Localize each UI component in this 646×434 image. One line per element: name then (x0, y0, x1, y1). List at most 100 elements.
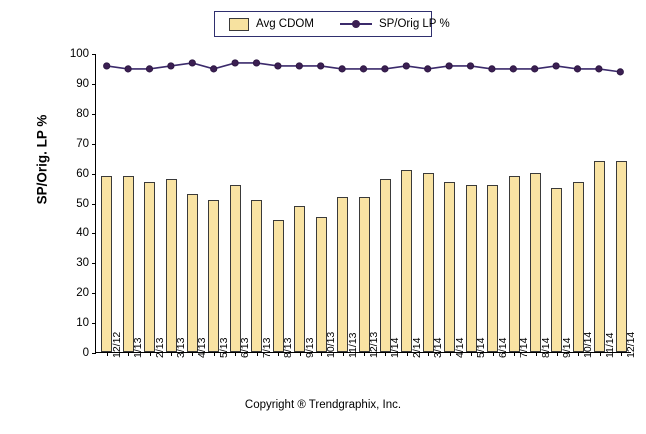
y-tick-mark (92, 173, 96, 175)
x-tick-label: 10/14 (582, 331, 595, 358)
line-marker (231, 59, 239, 67)
x-tick-label: 10/13 (325, 331, 338, 358)
line-marker (295, 62, 303, 70)
x-tick-label: 7/14 (518, 337, 531, 358)
y-tick-mark (92, 293, 96, 295)
line-marker (338, 65, 346, 73)
line-marker (145, 65, 154, 73)
x-tick-mark (128, 352, 130, 356)
x-tick-mark (428, 352, 430, 356)
copyright-text: Copyright ® Trendgraphix, Inc. (244, 399, 402, 411)
x-tick-mark (599, 352, 601, 356)
x-tick-mark (278, 352, 280, 356)
x-tick-mark (213, 352, 215, 356)
x-tick-label: 11/13 (346, 332, 359, 359)
y-tick-label: 10 (76, 317, 89, 330)
bar (401, 169, 413, 352)
x-tick-label: 9/13 (303, 337, 316, 358)
y-tick-label: 20 (76, 287, 89, 300)
x-tick-mark (385, 352, 387, 356)
x-tick-label: 1/14 (389, 337, 402, 358)
x-tick-mark (556, 352, 558, 356)
line-marker (573, 65, 582, 73)
x-tick-label: 12/14 (625, 331, 638, 358)
x-tick-mark (471, 352, 473, 356)
x-tick-mark (321, 352, 323, 356)
line-marker (381, 65, 389, 73)
x-tick-mark (535, 352, 537, 356)
x-tick-mark (149, 352, 151, 356)
bar (530, 172, 542, 352)
line-marker (167, 62, 175, 70)
bar (379, 178, 391, 352)
bar (251, 199, 263, 352)
x-tick-label: 1/13 (132, 337, 145, 358)
line-marker (124, 65, 132, 73)
bar (444, 181, 456, 352)
x-tick-mark (342, 352, 344, 356)
x-tick-label: 2/14 (410, 337, 423, 358)
x-tick-mark (192, 352, 194, 356)
x-tick-mark (235, 352, 237, 356)
bar (465, 184, 477, 352)
x-tick-mark (364, 352, 365, 356)
x-tick-label: 6/14 (496, 337, 509, 358)
x-tick-mark (406, 352, 408, 356)
line-marker (359, 65, 368, 73)
line-marker (424, 65, 432, 73)
y-tick-label: 90 (76, 77, 89, 90)
x-tick-label: 8/13 (282, 337, 295, 358)
y-tick-mark (92, 143, 96, 145)
legend-item-avg-cdom: Avg CDOM (229, 12, 314, 36)
y-axis-title: SP/Orig. LP % (34, 114, 50, 205)
legend-item-sp-orig-lp: SP/Orig LP % (339, 12, 450, 36)
y-tick-label: 50 (76, 197, 89, 210)
y-tick-label: 30 (76, 257, 89, 270)
x-tick-mark (492, 352, 494, 356)
x-tick-label: 4/13 (196, 337, 209, 358)
y-tick-mark (92, 83, 96, 85)
x-tick-mark (578, 352, 580, 356)
line-marker (317, 62, 325, 70)
bar (358, 196, 370, 352)
line-marker (402, 62, 410, 70)
x-tick-mark (171, 352, 173, 356)
y-tick-label: 80 (76, 107, 89, 120)
y-tick-mark (92, 54, 96, 55)
legend-line-swatch-icon (339, 18, 372, 30)
x-tick-label: 11/14 (603, 332, 616, 359)
x-tick-mark (514, 352, 516, 356)
y-tick-mark (92, 203, 96, 205)
bar (422, 172, 434, 352)
bar (315, 217, 327, 352)
bar (165, 178, 177, 352)
bar (186, 193, 198, 352)
line-marker (445, 62, 453, 70)
x-tick-label: 6/13 (239, 337, 252, 358)
bar (572, 181, 584, 352)
x-tick-label: 8/14 (539, 337, 552, 358)
y-tick-mark (92, 323, 96, 325)
line-marker (552, 62, 560, 70)
legend-bar-swatch-icon (229, 17, 249, 31)
bar-series-layer (96, 54, 631, 352)
line-marker (531, 65, 539, 73)
y-tick-label: 70 (76, 137, 89, 150)
y-tick-label: 100 (69, 48, 89, 60)
x-tick-label: 7/13 (260, 337, 273, 358)
x-tick-mark (449, 352, 451, 356)
x-tick-label: 5/13 (217, 337, 230, 358)
y-tick-mark (92, 233, 96, 235)
line-marker (210, 65, 218, 73)
line-series-layer (103, 59, 624, 76)
bar (272, 220, 284, 352)
bar (508, 175, 520, 352)
y-tick-mark (92, 113, 96, 115)
x-tick-label: 3/13 (175, 337, 188, 358)
x-tick-label: 9/14 (560, 337, 573, 358)
bar (337, 196, 349, 352)
line-marker (188, 59, 196, 67)
line-marker (252, 59, 261, 67)
plot-area: 0 10 20 30 40 50 60 70 80 90 100 12/12 1/13 2/13 3/13 4… (70, 48, 637, 359)
